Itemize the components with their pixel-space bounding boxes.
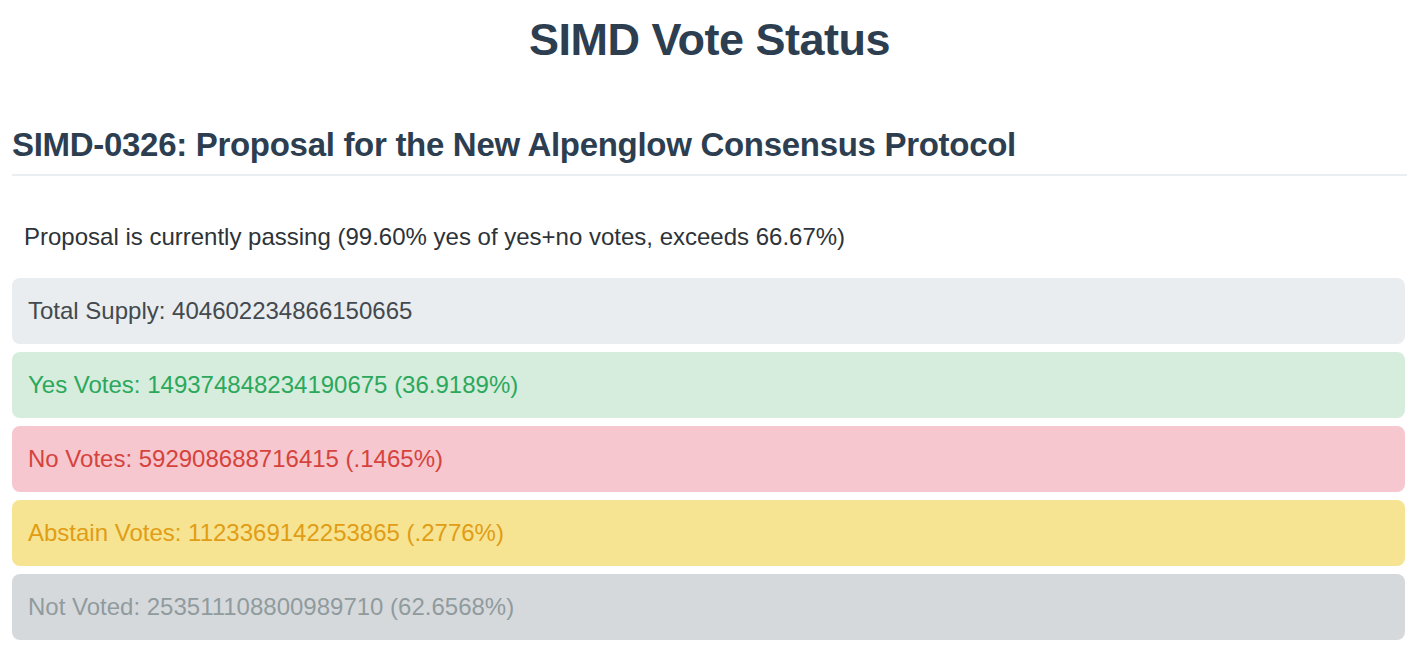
no-votes-text: No Votes: 592908688716415 (.1465%) [28,444,443,474]
simd-vote-status-page: SIMD Vote Status SIMD-0326: Proposal for… [0,0,1419,651]
page-title: SIMD Vote Status [0,14,1419,65]
vote-row-not-voted: Not Voted: 253511108800989710 (62.6568%) [12,574,1405,640]
vote-row-yes-votes: Yes Votes: 149374848234190675 (36.9189%) [12,352,1405,418]
abstain-votes-text: Abstain Votes: 1123369142253865 (.2776%) [28,518,504,548]
proposal-heading: SIMD-0326: Proposal for the New Alpenglo… [12,125,1407,176]
proposal-status-text: Proposal is currently passing (99.60% ye… [24,222,1395,252]
vote-rows-list: Total Supply: 404602234866150665 Yes Vot… [0,278,1419,640]
yes-votes-text: Yes Votes: 149374848234190675 (36.9189%) [28,370,518,400]
not-voted-text: Not Voted: 253511108800989710 (62.6568%) [28,592,514,622]
total-supply-text: Total Supply: 404602234866150665 [28,296,412,326]
vote-row-total-supply: Total Supply: 404602234866150665 [12,278,1405,344]
vote-row-no-votes: No Votes: 592908688716415 (.1465%) [12,426,1405,492]
vote-row-abstain-votes: Abstain Votes: 1123369142253865 (.2776%) [12,500,1405,566]
